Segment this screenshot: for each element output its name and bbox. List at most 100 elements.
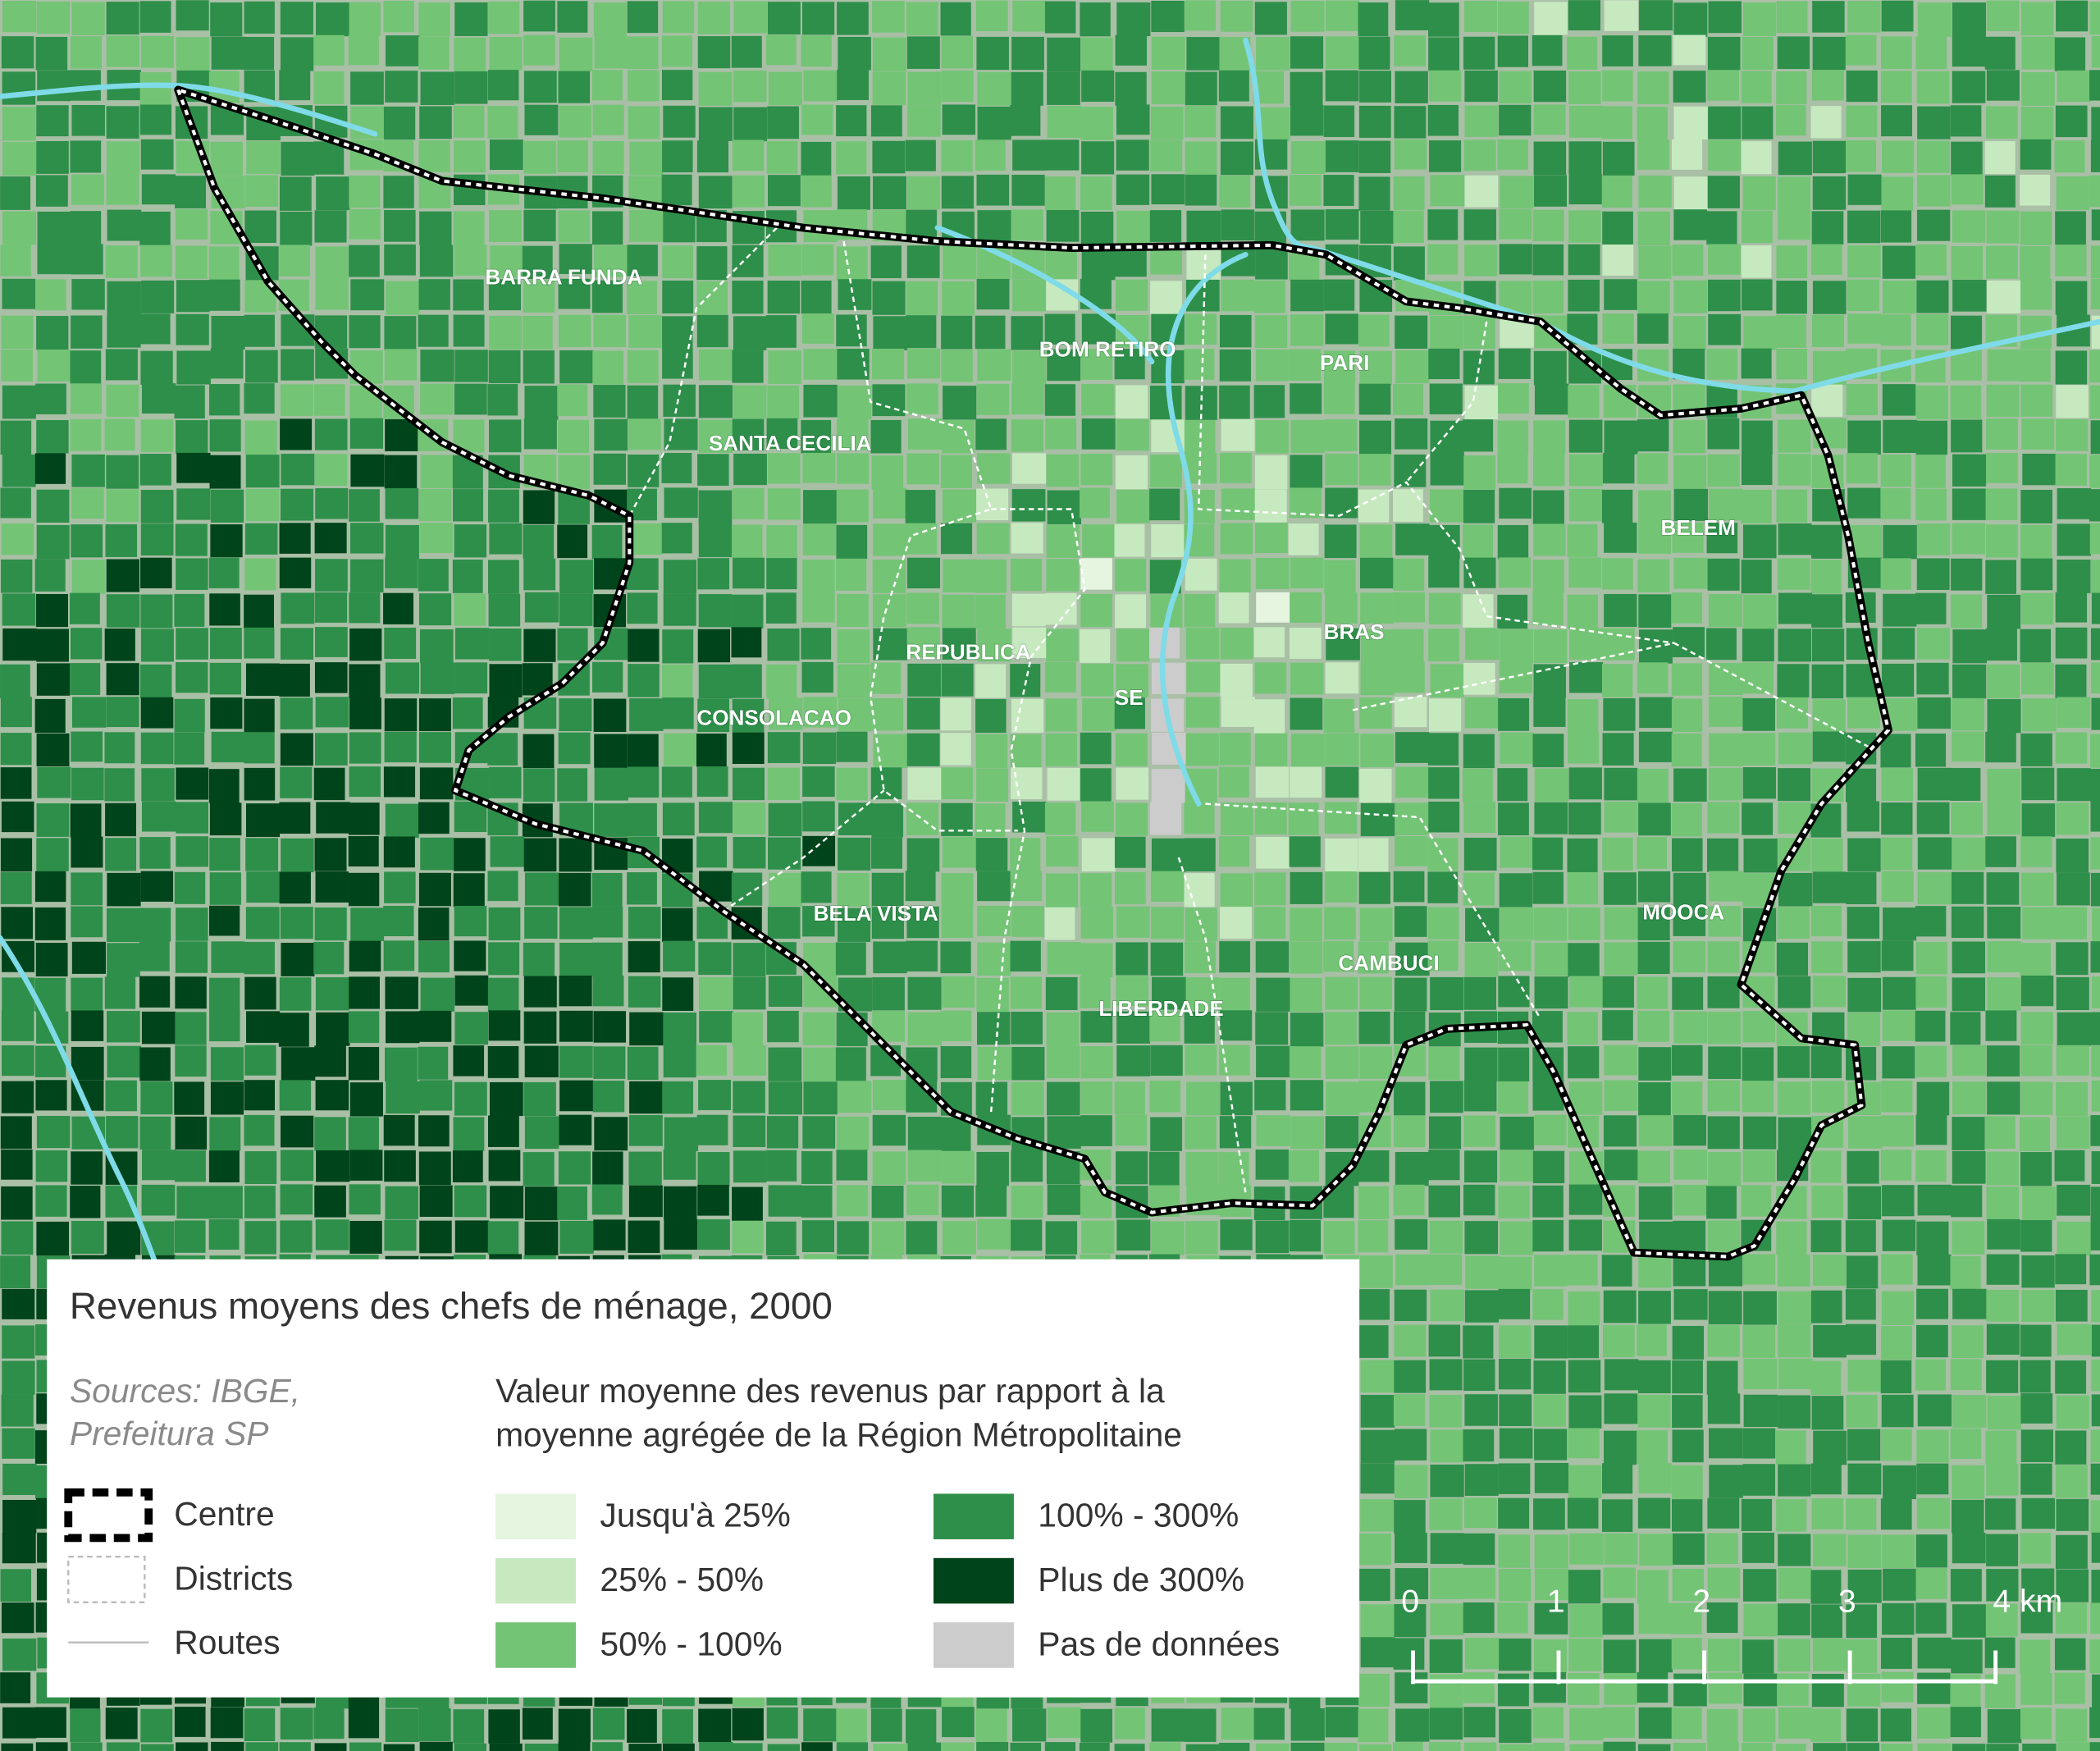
- block: [2090, 140, 2100, 172]
- block: [1255, 941, 1290, 973]
- block: [627, 281, 657, 314]
- block: [1812, 871, 1847, 903]
- block: [1290, 871, 1323, 904]
- block: [1951, 1639, 1983, 1674]
- block: [1116, 418, 1149, 451]
- block: [1532, 837, 1564, 871]
- block: [802, 452, 836, 483]
- block: [1, 1394, 34, 1427]
- block: [1430, 976, 1464, 1011]
- block: [801, 141, 832, 176]
- block: [1325, 1707, 1359, 1738]
- block: [801, 313, 834, 344]
- block: [2091, 315, 2100, 350]
- block: [454, 140, 486, 172]
- block: [1044, 176, 1076, 210]
- block: [870, 419, 902, 454]
- block: [1116, 664, 1148, 698]
- block: [872, 1114, 906, 1146]
- block: [139, 211, 171, 246]
- block: [454, 350, 488, 382]
- block: [1671, 139, 1703, 170]
- block: [1778, 1395, 1811, 1429]
- block: [106, 141, 140, 175]
- block: [1951, 419, 1983, 453]
- block: [2089, 489, 2100, 522]
- block: [1220, 141, 1253, 176]
- block: [2055, 454, 2087, 486]
- block: [2056, 1081, 2089, 1117]
- block: [1256, 1115, 1290, 1146]
- block: [1532, 734, 1564, 768]
- block: [1359, 1255, 1393, 1288]
- block: [523, 490, 555, 524]
- block: [384, 210, 416, 242]
- block: [1742, 1011, 1776, 1043]
- block: [36, 1, 71, 34]
- block: [349, 1742, 381, 1751]
- block: [1499, 1638, 1532, 1671]
- block: [454, 2, 488, 36]
- block: [1116, 942, 1148, 976]
- block: [803, 70, 838, 102]
- block: [2091, 1151, 2100, 1184]
- block: [0, 664, 30, 699]
- block: [767, 1744, 801, 1751]
- block: [1916, 1324, 1948, 1358]
- block: [629, 210, 664, 242]
- block: [802, 1012, 836, 1045]
- block: [279, 523, 311, 554]
- block: [1253, 627, 1285, 658]
- block: [1987, 699, 2021, 734]
- block: [906, 940, 938, 972]
- block: [1464, 1638, 1500, 1670]
- block: [1499, 1428, 1533, 1459]
- block: [628, 629, 660, 662]
- block: [559, 244, 592, 274]
- block: [1395, 1218, 1428, 1250]
- block: [140, 1708, 173, 1743]
- block: [70, 418, 102, 451]
- block: [1881, 1254, 1913, 1285]
- block: [2055, 1430, 2087, 1465]
- block: [1254, 315, 1288, 349]
- block: [418, 314, 449, 347]
- block: [2055, 1254, 2087, 1285]
- block: [1011, 1081, 1044, 1116]
- block: [1847, 697, 1880, 729]
- block: [208, 557, 240, 588]
- block: [1394, 697, 1427, 728]
- block: [208, 769, 240, 803]
- block: [591, 211, 623, 245]
- block: [732, 1186, 763, 1222]
- block: [175, 523, 208, 556]
- block: [977, 871, 1011, 902]
- block: [592, 1708, 625, 1740]
- scale-label: 0: [1401, 1584, 1419, 1620]
- block: [1742, 2, 1777, 36]
- block: [1952, 1045, 1987, 1077]
- block: [1500, 1221, 1534, 1255]
- block: [1499, 1569, 1532, 1602]
- block: [1464, 0, 1498, 32]
- block: [1185, 1221, 1218, 1255]
- block: [594, 418, 628, 451]
- block: [872, 1221, 905, 1255]
- block: [1812, 176, 1847, 210]
- block: [1567, 36, 1598, 70]
- block: [1602, 453, 1635, 484]
- block: [1395, 1568, 1429, 1600]
- block: [139, 976, 171, 1008]
- block: [1325, 313, 1358, 345]
- block: [1498, 1534, 1531, 1568]
- block: [1707, 279, 1741, 312]
- block: [1568, 1219, 1602, 1251]
- block: [1777, 1673, 1809, 1706]
- block: [906, 36, 940, 69]
- class-swatch: [495, 1493, 577, 1539]
- block: [71, 731, 103, 762]
- block: [1638, 245, 1672, 279]
- block: [907, 418, 943, 450]
- block: [454, 71, 488, 104]
- block: [141, 280, 175, 313]
